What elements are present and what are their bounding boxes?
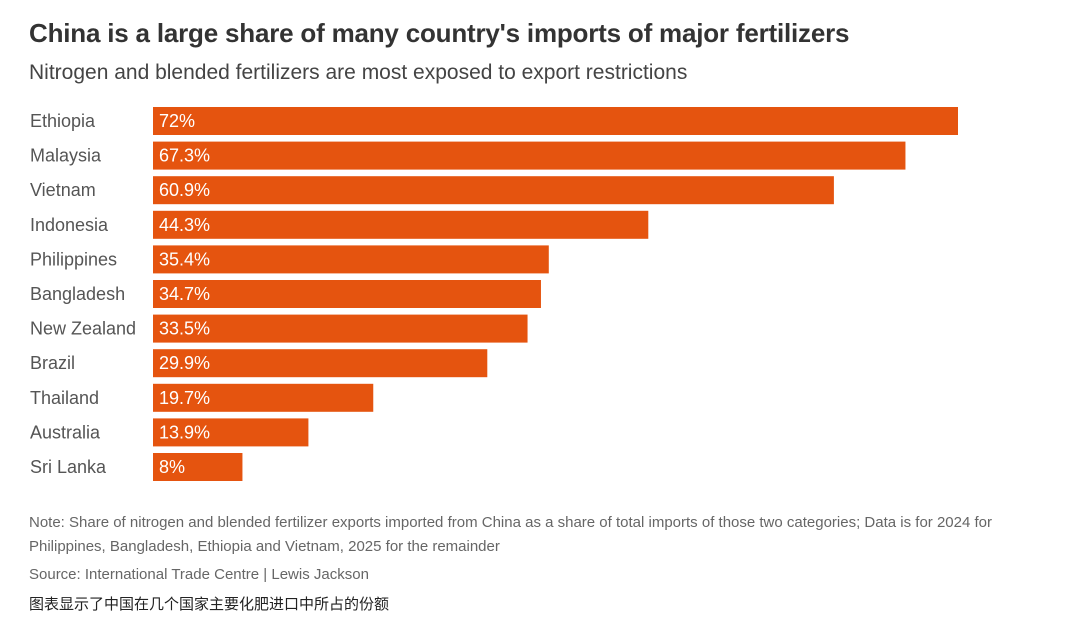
bar [153,453,243,481]
bar [153,349,488,378]
chart-note: Note: Share of nitrogen and blended fert… [29,514,993,555]
data-label: 60.9% [159,180,210,200]
bar [153,107,958,135]
data-label: 35.4% [159,249,210,269]
chart-title: China is a large share of many country's… [29,18,850,48]
category-label: Thailand [30,388,99,408]
data-label: 72% [159,111,195,131]
data-label: 33.5% [159,319,210,339]
category-label: Philippines [30,249,117,269]
chart-caption: 图表显示了中国在几个国家主要化肥进口中所占的份额 [29,596,390,613]
bar [153,176,834,205]
bar-chart: Ethiopia 72% Malaysia 67.3% Vietnam 60.9% Indo… [30,107,958,481]
category-label: New Zealand [30,319,136,339]
data-label: 67.3% [159,146,210,166]
data-label: 29.9% [159,353,210,373]
category-label: Malaysia [30,146,102,166]
category-label: Sri Lanka [30,457,107,477]
category-label: Bangladesh [30,284,125,304]
data-label: 13.9% [159,422,210,442]
bar [153,245,549,274]
category-label: Australia [30,422,101,442]
bar [153,314,528,343]
category-label: Brazil [30,353,75,373]
chart-source: Source: International Trade Centre | Lew… [29,566,369,583]
data-label: 44.3% [159,215,210,235]
data-label: 34.7% [159,284,210,304]
bar [153,383,374,412]
data-label: 8% [159,457,185,477]
bar [153,210,649,239]
category-label: Ethiopia [30,111,96,131]
bar [153,141,906,170]
bar [153,280,541,308]
category-label: Indonesia [30,215,109,235]
category-label: Vietnam [30,180,96,200]
chart-subtitle: Nitrogen and blended fertilizers are mos… [29,61,688,84]
bar [153,418,309,447]
data-label: 19.7% [159,388,210,408]
